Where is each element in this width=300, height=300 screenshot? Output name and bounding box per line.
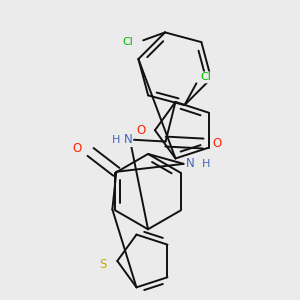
Text: O: O [72, 142, 81, 154]
Text: S: S [100, 258, 107, 272]
Text: O: O [212, 137, 222, 150]
Text: N: N [124, 133, 132, 146]
Text: H: H [202, 159, 210, 169]
Text: H: H [112, 135, 120, 145]
Text: O: O [136, 124, 146, 137]
Text: Cl: Cl [122, 37, 133, 47]
Text: Cl: Cl [201, 72, 212, 82]
Text: N: N [186, 158, 194, 170]
